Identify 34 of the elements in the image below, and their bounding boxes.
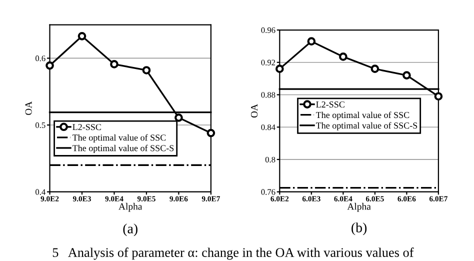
y-axis-title: OA	[251, 104, 258, 118]
point	[339, 52, 348, 61]
point	[206, 128, 216, 138]
y-tick-label: 0.84	[261, 124, 276, 130]
point	[307, 37, 316, 46]
y-tick-label: 0.8	[265, 156, 276, 162]
point	[174, 114, 183, 122]
y-tick-label: 0.6	[36, 56, 46, 62]
point	[142, 66, 151, 74]
legend-label: The optimal value of SSC	[72, 134, 166, 143]
point	[46, 61, 54, 70]
legend-label: The optimal value of SSC-S	[316, 122, 418, 130]
y-tick-label: 0.96	[261, 27, 276, 34]
legend-label: L2-SSC	[316, 101, 344, 108]
text: (a)	[123, 224, 138, 236]
point	[370, 64, 380, 74]
legend-label: The optimal value of SSC	[316, 112, 410, 120]
text: (b)	[352, 222, 367, 236]
point	[110, 60, 118, 68]
point	[402, 71, 411, 80]
x-axis-title: Alpha	[347, 202, 371, 212]
point	[275, 64, 284, 74]
text: 5 Analysis of parameter α: change in the OA with various values of	[52, 248, 414, 260]
point	[434, 92, 443, 101]
y-tick-label: 0.88	[261, 92, 276, 98]
y-tick-label: 0.5	[36, 122, 46, 128]
legend-label: The optimal value of SSC-S	[72, 144, 174, 154]
y-tick-label: 0.92	[261, 60, 276, 66]
y-tick-label: 0.76	[261, 189, 276, 195]
legend-label: L2-SSC	[72, 124, 101, 130]
y-axis-title: OA	[25, 101, 32, 115]
x-axis-title: Alpha	[118, 202, 142, 212]
point	[78, 32, 86, 40]
y-tick-label: 0.4	[36, 189, 46, 195]
